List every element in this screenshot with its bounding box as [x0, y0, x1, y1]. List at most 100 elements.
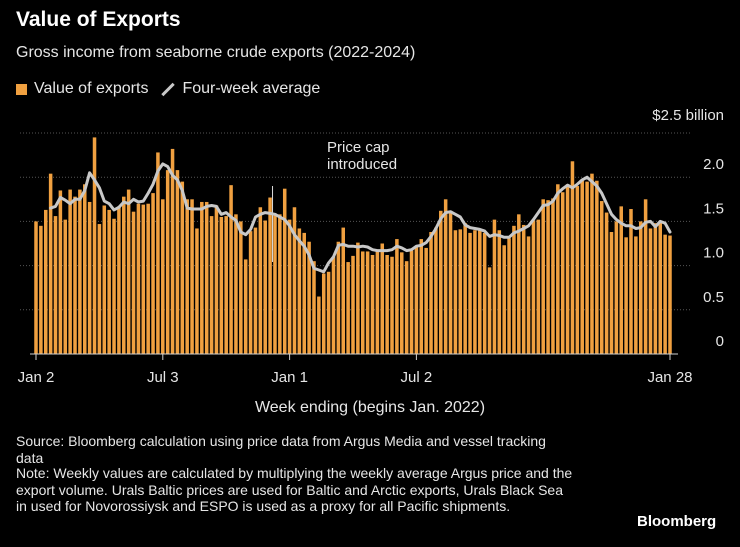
bar	[122, 196, 126, 354]
bar	[512, 225, 516, 354]
bar	[609, 232, 614, 354]
legend-label-exports: Value of exports	[34, 80, 149, 97]
y-tick-label: 2.0	[703, 156, 724, 173]
bar	[258, 207, 263, 354]
bar	[658, 221, 663, 354]
bar	[263, 220, 267, 354]
annotation-text-line1: Price cap	[327, 139, 390, 156]
bar	[209, 216, 214, 354]
bar	[73, 196, 77, 354]
bar	[326, 271, 331, 354]
bar	[214, 205, 219, 354]
bar	[268, 197, 272, 354]
bar	[409, 250, 414, 354]
bar	[312, 261, 316, 354]
bar	[531, 220, 536, 354]
bar	[434, 227, 438, 354]
bar	[107, 209, 111, 354]
bar	[507, 238, 511, 354]
bar	[638, 221, 643, 354]
bar	[453, 230, 458, 354]
average-line-series	[49, 162, 672, 274]
bar	[560, 192, 565, 354]
x-tick-labels: Jan 2 Jul 3 Jan 1 Jul 2 Jan 28	[18, 354, 693, 386]
bar	[570, 161, 575, 354]
bar	[180, 181, 185, 354]
bar	[234, 214, 238, 354]
bloomberg-logo: Bloomberg	[637, 513, 717, 530]
bar	[517, 214, 521, 354]
bar	[97, 224, 102, 354]
bar	[356, 242, 360, 354]
bar	[404, 261, 409, 354]
legend-bar-swatch	[16, 83, 27, 95]
bar	[360, 251, 365, 354]
bar	[346, 262, 350, 354]
bar	[341, 227, 346, 354]
bar	[117, 206, 121, 354]
bar	[151, 193, 155, 354]
bar	[126, 189, 131, 354]
bar	[439, 210, 443, 354]
x-axis-title: Week ending (begins Jan. 2022)	[254, 399, 486, 416]
bar	[253, 227, 258, 354]
bar	[526, 236, 531, 354]
bar	[219, 216, 224, 354]
y-tick-label: 0.5	[703, 289, 724, 306]
bar	[224, 216, 228, 354]
bar	[541, 199, 545, 354]
bar	[414, 246, 419, 354]
bar	[136, 203, 141, 354]
bar	[395, 239, 399, 354]
bar	[585, 181, 589, 354]
legend-label-average: Four-week average	[182, 80, 321, 97]
bar	[448, 210, 453, 354]
bar	[190, 199, 194, 354]
bar	[595, 180, 599, 354]
bar	[161, 199, 165, 354]
bar	[78, 189, 82, 354]
bar	[287, 219, 292, 354]
bar	[278, 214, 282, 354]
bar	[546, 200, 550, 354]
bar	[502, 245, 506, 354]
y-tick-label: 1.5	[703, 200, 724, 217]
bar	[297, 228, 302, 354]
bar	[292, 207, 297, 354]
bar	[317, 296, 321, 354]
bar	[619, 206, 623, 354]
bar	[482, 232, 487, 354]
bar	[487, 267, 492, 354]
bar	[175, 170, 180, 354]
chart-subtitle: Gross income from seaborne crude exports…	[16, 44, 416, 61]
bar	[463, 223, 467, 354]
y-tick-labels: $2.5 billion 2.0 1.5 1.0 0.5 0	[652, 107, 724, 350]
y-tick-label: 0	[716, 333, 724, 350]
bar	[112, 218, 116, 354]
bar	[648, 228, 653, 354]
bar	[380, 243, 385, 354]
bar	[58, 190, 63, 354]
bar	[365, 251, 370, 354]
bar	[185, 199, 189, 354]
bar	[131, 211, 136, 354]
bar	[385, 254, 389, 354]
bar	[390, 256, 394, 354]
bar	[443, 199, 448, 354]
bar	[200, 201, 204, 354]
x-tick-label: Jul 3	[147, 369, 179, 386]
bar	[370, 254, 375, 354]
bar	[556, 184, 560, 354]
bar	[521, 224, 526, 354]
bar	[39, 225, 43, 354]
bar	[590, 173, 594, 354]
bar	[536, 219, 541, 354]
y-tick-label: 1.0	[703, 245, 724, 262]
bar	[248, 231, 253, 354]
bar	[663, 234, 667, 354]
bar	[141, 204, 146, 354]
bar	[351, 255, 355, 354]
bar	[102, 205, 107, 354]
bar	[424, 247, 428, 354]
bar	[331, 256, 336, 354]
